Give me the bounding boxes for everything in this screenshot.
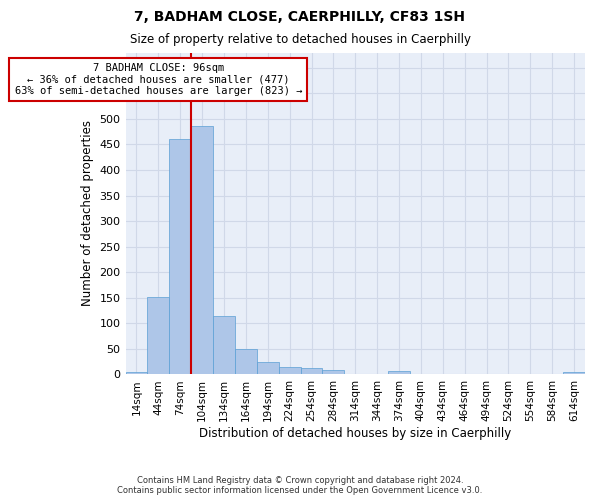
Bar	[278, 367, 301, 374]
Bar	[257, 362, 278, 374]
Text: Contains HM Land Registry data © Crown copyright and database right 2024.
Contai: Contains HM Land Registry data © Crown c…	[118, 476, 482, 495]
Text: 7 BADHAM CLOSE: 96sqm
← 36% of detached houses are smaller (477)
63% of semi-det: 7 BADHAM CLOSE: 96sqm ← 36% of detached …	[14, 63, 302, 96]
Bar	[169, 140, 191, 374]
Bar	[191, 126, 213, 374]
Text: 7, BADHAM CLOSE, CAERPHILLY, CF83 1SH: 7, BADHAM CLOSE, CAERPHILLY, CF83 1SH	[134, 10, 466, 24]
Bar	[322, 370, 344, 374]
Bar	[125, 372, 148, 374]
Y-axis label: Number of detached properties: Number of detached properties	[81, 120, 94, 306]
Text: Size of property relative to detached houses in Caerphilly: Size of property relative to detached ho…	[130, 32, 470, 46]
Bar	[388, 372, 410, 374]
Bar	[563, 372, 585, 374]
X-axis label: Distribution of detached houses by size in Caerphilly: Distribution of detached houses by size …	[199, 427, 511, 440]
Bar	[301, 368, 322, 374]
Bar	[235, 350, 257, 374]
Bar	[148, 297, 169, 374]
Bar	[213, 316, 235, 374]
